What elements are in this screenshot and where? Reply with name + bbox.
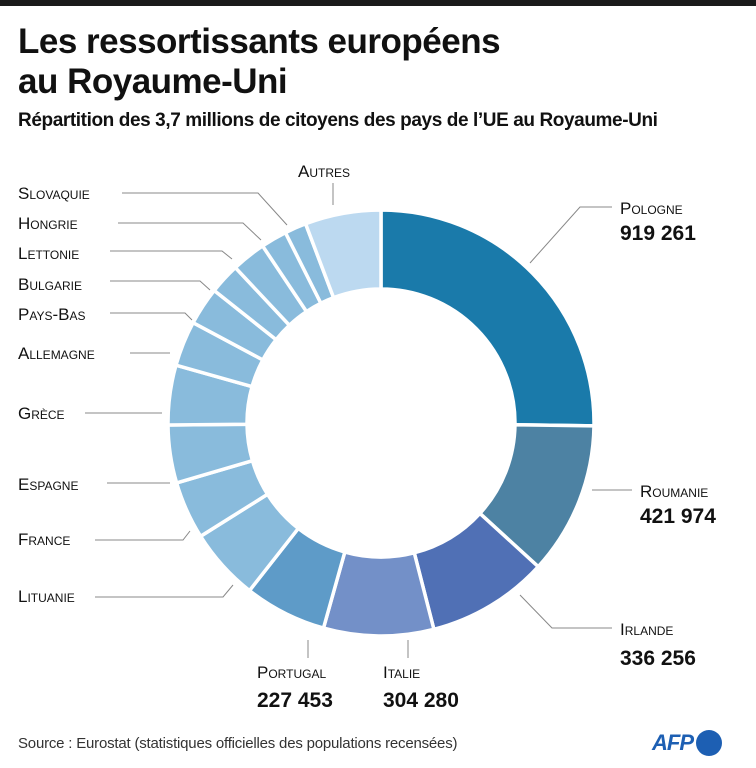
title-line-2: au Royaume-Uni [18,62,288,101]
label-autres: Autres [298,162,350,181]
leader-line-lettonie [110,250,233,260]
label-lettonie: Lettonie [18,244,79,263]
leader-line-irlande [519,594,612,629]
label-pologne: Pologne [620,199,683,218]
label-grèce: Grèce [18,404,65,423]
value-label-italie: 304 280 [383,689,459,712]
source-note: Source : Eurostat (statistiques officiel… [18,735,458,752]
title-line-1: Les ressortissants européens [18,22,501,61]
leader-line-hongrie [118,222,262,241]
page-title: Les ressortissants européens au Royaume-… [18,22,501,102]
afp-logo-dot-icon [696,730,722,756]
label-bulgarie: Bulgarie [18,275,82,294]
leader-line-bulgarie [110,280,211,291]
label-roumanie: Roumanie [640,482,708,501]
label-portugal: Portugal [257,663,326,682]
label-slovaquie: Slovaquie [18,184,90,203]
leader-line-slovaquie [122,192,288,226]
label-hongrie: Hongrie [18,214,78,233]
leader-line-pays-bas [110,312,193,321]
label-irlande: Irlande [620,620,673,639]
afp-logo: AFP [652,730,722,756]
top-bar [0,0,756,6]
leader-line-lituanie [95,584,234,598]
label-espagne: Espagne [18,475,78,494]
afp-logo-text: AFP [652,730,694,755]
label-italie: Italie [383,663,420,682]
slice-autres [303,208,383,300]
subtitle: Répartition des 3,7 millions de citoyens… [18,110,658,131]
leader-line-pologne [529,206,612,264]
label-lituanie: Lituanie [18,587,75,606]
slice-pologne [379,208,596,428]
leader-line-france [95,530,191,541]
value-label-pologne: 919 261 [620,222,696,245]
label-france: France [18,530,70,549]
value-label-roumanie: 421 974 [640,505,716,528]
value-label-portugal: 227 453 [257,689,333,712]
label-pays-bas: Pays-Bas [18,305,85,324]
value-label-irlande: 336 256 [620,647,696,670]
label-allemagne: Allemagne [18,344,95,363]
